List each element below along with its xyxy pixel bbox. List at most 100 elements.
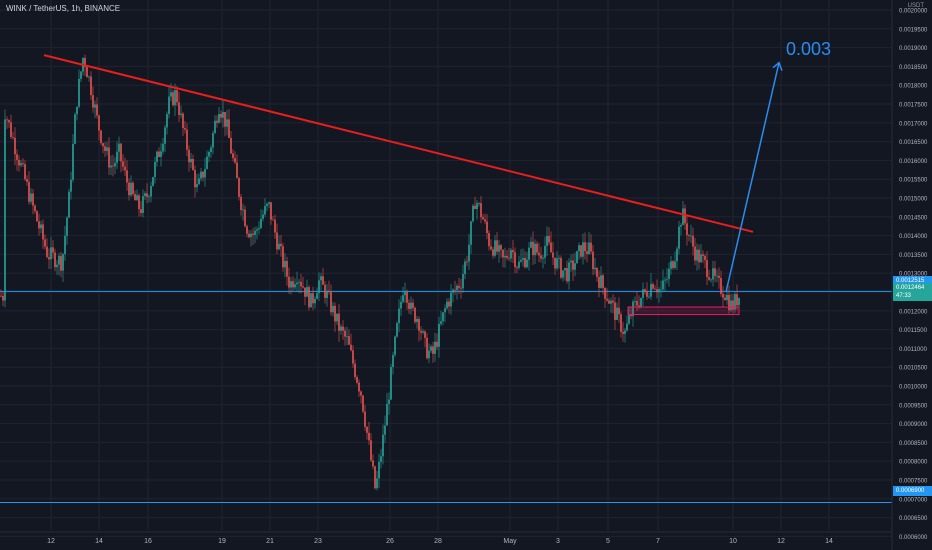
candle-body <box>706 260 708 277</box>
candle-body <box>88 76 90 78</box>
candle-body <box>482 217 484 220</box>
candle-body <box>208 151 210 157</box>
candle-body <box>190 158 192 163</box>
candle-body <box>522 257 524 260</box>
price-tag-level-bottom: 0.0006900 <box>893 486 932 496</box>
candle-body <box>410 302 412 309</box>
candle-body <box>228 119 230 138</box>
candle-body <box>222 112 224 118</box>
price-tag-last: 0.0012464 <box>893 283 932 293</box>
candle-body <box>330 292 332 313</box>
candle-body <box>78 78 80 107</box>
candle-body <box>660 289 662 291</box>
candle-body <box>618 307 620 315</box>
candle-body <box>734 294 736 310</box>
target-label: 0.003 <box>786 39 832 59</box>
candle-body <box>438 323 440 347</box>
candle-body <box>234 157 236 163</box>
candle-body <box>470 221 472 245</box>
candle-body <box>524 257 526 268</box>
candle-body <box>434 341 436 354</box>
support-zone <box>627 306 740 316</box>
candle-body <box>678 226 680 249</box>
symbol-title[interactable]: WINK / TetherUS, 1h, BINANCE <box>6 4 121 13</box>
candle-body <box>490 246 492 250</box>
y-tick-label: 0.0017500 <box>899 103 928 109</box>
candle-body <box>632 301 634 317</box>
candle-body <box>562 270 564 278</box>
candle-body <box>256 229 258 231</box>
candle-body <box>0 295 2 297</box>
y-tick-label: 0.0006000 <box>899 535 928 541</box>
candle-body <box>458 285 460 288</box>
candle-body <box>48 256 50 260</box>
candle-body <box>240 196 242 211</box>
y-tick-label: 0.0007000 <box>899 497 928 503</box>
candle-body <box>516 267 518 268</box>
trendline-resistance <box>43 54 754 233</box>
candle-body <box>224 112 226 127</box>
y-tick-label: 0.0017000 <box>899 121 928 127</box>
candle-body <box>650 284 652 297</box>
candle-body <box>152 177 154 186</box>
candle-body <box>416 318 418 322</box>
candle-body <box>408 302 410 309</box>
candle-body <box>100 130 102 144</box>
candle-body <box>614 302 616 320</box>
candle-body <box>586 251 588 254</box>
candle-body <box>722 294 724 298</box>
candle-body <box>18 159 20 166</box>
candle-body <box>298 281 300 283</box>
candle-body <box>230 137 232 154</box>
candle-body <box>112 165 114 167</box>
candle-body <box>710 279 712 281</box>
candle-body <box>612 300 614 303</box>
candle-body <box>98 115 100 131</box>
candle-body <box>442 312 444 322</box>
candle-body <box>10 122 12 138</box>
candle-body <box>588 242 590 254</box>
y-tick-label: 0.0019500 <box>899 27 928 33</box>
candle-body <box>512 250 514 253</box>
y-tick-label: 0.0009500 <box>899 403 928 409</box>
candle-body <box>148 196 150 198</box>
candle-body <box>624 330 626 334</box>
x-tick-label: 23 <box>314 538 322 545</box>
candle-body <box>646 291 648 297</box>
candle-body <box>728 294 730 311</box>
candle-body <box>640 297 642 307</box>
y-tick-label: 0.0012000 <box>899 309 928 315</box>
y-tick-label: 0.0008500 <box>899 441 928 447</box>
candle-body <box>564 267 566 271</box>
candle-body <box>74 114 76 144</box>
candle-body <box>584 242 586 252</box>
candle-body <box>578 245 580 252</box>
candle-body <box>502 249 504 258</box>
candle-body <box>328 290 330 293</box>
candle-body <box>106 147 108 151</box>
candle-body <box>736 294 738 306</box>
candle-body <box>372 460 374 467</box>
candle-body <box>346 336 348 337</box>
y-tick-label: 0.0014500 <box>899 215 928 221</box>
candle-body <box>110 165 112 168</box>
candle-body <box>364 411 366 427</box>
y-tick-label: 0.0016000 <box>899 159 928 165</box>
candle-body <box>294 284 296 288</box>
candle-body <box>690 235 692 237</box>
y-tick-label: 0.0007500 <box>899 479 928 485</box>
candle-body <box>688 235 690 236</box>
candle-body <box>242 209 244 211</box>
candle-body <box>276 232 278 250</box>
candle-body <box>694 246 696 261</box>
candle-body <box>176 90 178 103</box>
candle-body <box>40 224 42 229</box>
candle-body <box>178 102 180 115</box>
candle-body <box>400 301 402 309</box>
candle-body <box>314 298 316 304</box>
candle-body <box>102 143 104 147</box>
candle-body <box>610 300 612 304</box>
candle-body <box>104 146 106 151</box>
candle-body <box>550 242 552 253</box>
